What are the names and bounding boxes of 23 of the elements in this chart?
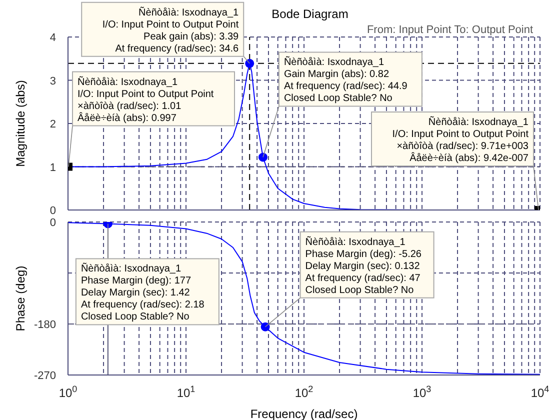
x-tick-label: 10$^{4}$ — [530, 384, 550, 400]
y-axis-title: Phase (deg) — [13, 266, 28, 332]
y-tick-label: 0 — [50, 217, 56, 229]
x-tick-label: 10$^{2}$ — [294, 384, 314, 400]
x-tick-label: 10$^{1}$ — [176, 384, 196, 400]
y-tick-label: 0 — [50, 205, 56, 217]
y-axis-title: Magnitude (abs) — [13, 80, 28, 167]
y-tick-label: -270 — [34, 370, 56, 382]
chart-subtitle: From: Input Point To: Output Point — [366, 24, 534, 36]
y-tick-label: 3 — [50, 75, 56, 88]
x-tick-label: 10$^{0}$ — [58, 384, 78, 400]
annotation: Ñèñòåìà: Isxodnaya_1 I/O: Input Point to Output Point Peak gain (abs): 3.39 At frequency (rad/sec): 34.6 — [102, 6, 240, 54]
y-tick-label: 2 — [50, 118, 56, 130]
annotation: Ñèñòåìà: Isxodnaya_1 Phase Margin (deg): -5.26 Delay Margin (sec): 0.132 At frequency (rad/sec): 47 Closed Loop Stable? No — [305, 236, 422, 296]
annotation: Ñèñòåìà: Isxodnaya_1 Phase Margin (deg): 177 Delay Margin (sec): 1.42 At frequency (rad/sec): 2.18 Closed Loop Stable? No — [80, 262, 205, 323]
y-tick-label: 1 — [50, 162, 56, 174]
chart-title: Bode Diagram — [272, 7, 348, 21]
y-tick-label: -180 — [34, 319, 56, 331]
annotation: Ñèñòåìà: Isxodnaya_1 Gain Margin (abs): 0.82 At frequency (rad/sec): 44.9 Closed Loop Stable? No — [284, 56, 408, 104]
y-tick-label: 4 — [50, 32, 56, 44]
annotation: Ñèñòåìà: Isxodnaya_1 I/O: Input Point to Output Point ×àñòîòà (rad/sec): 1.01 Âåëè÷èíà (abs): 0.997 — [78, 76, 214, 124]
annotation: Ñèñòåìà: Isxodnaya_1 I/O: Input Point to Output Point ×àñòîòà (rad/sec): 9.71e+003 Âåëè÷èíà (abs): 9.42e-007 — [392, 116, 529, 164]
x-tick-label: 10$^{3}$ — [412, 384, 432, 400]
